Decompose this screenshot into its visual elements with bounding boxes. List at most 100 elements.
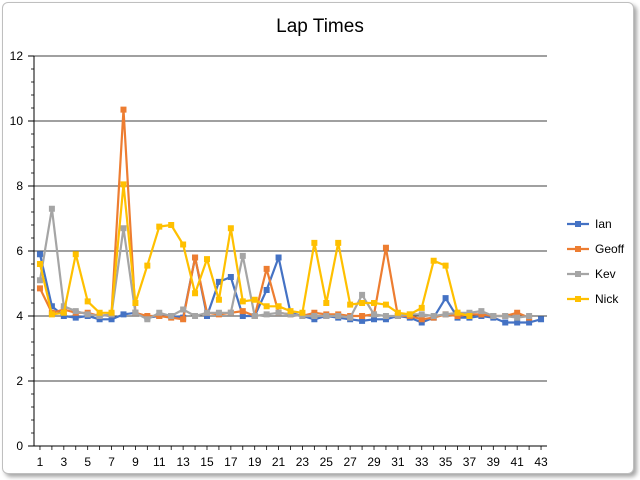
data-point-kev bbox=[203, 309, 210, 316]
x-tick-label: 9 bbox=[132, 455, 139, 469]
data-point-ian bbox=[275, 254, 282, 261]
data-point-ian bbox=[239, 313, 246, 319]
data-point-nick bbox=[120, 181, 127, 188]
data-point-kev bbox=[418, 311, 425, 318]
data-point-nick bbox=[108, 309, 115, 316]
data-point-nick bbox=[275, 303, 282, 310]
data-point-ian bbox=[359, 317, 366, 324]
legend-marker-ian bbox=[575, 221, 581, 227]
x-tick-label: 3 bbox=[60, 455, 67, 469]
data-point-ian bbox=[203, 313, 210, 319]
data-point-kev bbox=[359, 291, 366, 298]
data-point-ian bbox=[526, 319, 533, 326]
data-point-ian bbox=[36, 251, 43, 258]
x-axis-ticks: 1 3 5 7 9 11 13 15 17 19 21 23 25 27 29 31 33 35 37 39 41 43 bbox=[37, 446, 548, 469]
data-point-nick bbox=[60, 309, 67, 316]
x-tick-label: 23 bbox=[296, 455, 310, 469]
data-point-nick bbox=[36, 261, 43, 267]
data-point-ian bbox=[60, 313, 67, 319]
data-point-kev bbox=[215, 309, 222, 316]
x-tick-label: 43 bbox=[534, 455, 548, 469]
data-point-nick bbox=[72, 251, 79, 258]
data-point-ian bbox=[263, 287, 270, 293]
data-point-geoff bbox=[120, 106, 127, 113]
y-tick-label: 0 bbox=[16, 439, 23, 453]
x-tick-label: 31 bbox=[391, 455, 405, 469]
data-point-geoff bbox=[514, 309, 521, 316]
data-point-geoff bbox=[144, 313, 151, 319]
data-point-kev bbox=[478, 308, 485, 315]
x-tick-label: 35 bbox=[439, 455, 453, 469]
series-line-nick bbox=[38, 183, 470, 318]
legend-label-ian: Ian bbox=[595, 217, 612, 231]
data-point-kev bbox=[60, 303, 67, 310]
data-point-kev bbox=[96, 313, 103, 319]
data-point-nick bbox=[180, 241, 187, 248]
data-point-kev bbox=[382, 313, 389, 319]
data-point-nick bbox=[442, 262, 449, 269]
data-point-kev bbox=[132, 309, 139, 316]
data-point-nick bbox=[382, 301, 389, 308]
data-point-nick bbox=[323, 300, 330, 306]
data-point-nick bbox=[299, 309, 306, 316]
x-tick-label: 21 bbox=[272, 455, 286, 469]
y-tick-label: 6 bbox=[16, 244, 23, 258]
data-point-geoff bbox=[382, 244, 389, 251]
legend-label-kev: Kev bbox=[595, 267, 616, 281]
x-tick-label: 41 bbox=[510, 455, 524, 469]
data-point-kev bbox=[323, 313, 330, 319]
chart-frame bbox=[2, 2, 634, 474]
data-point-geoff bbox=[263, 265, 270, 272]
data-point-ian bbox=[96, 316, 103, 323]
data-point-nick bbox=[84, 298, 91, 305]
legend-marker-kev bbox=[575, 271, 581, 277]
data-point-kev bbox=[287, 311, 294, 318]
data-point-ian bbox=[382, 316, 389, 323]
y-tick-label: 12 bbox=[10, 49, 24, 63]
legend-marker-nick bbox=[575, 296, 581, 302]
data-point-nick bbox=[227, 225, 234, 232]
gridlines bbox=[34, 55, 547, 382]
data-point-kev bbox=[120, 225, 127, 232]
data-point-nick bbox=[418, 304, 425, 311]
data-point-nick bbox=[203, 256, 210, 263]
data-point-kev bbox=[347, 314, 354, 321]
plot-area bbox=[36, 106, 545, 326]
data-point-nick bbox=[359, 300, 366, 306]
data-point-geoff bbox=[156, 313, 163, 319]
data-point-nick bbox=[215, 296, 222, 303]
data-point-kev bbox=[168, 313, 175, 319]
y-tick-label: 10 bbox=[10, 114, 24, 128]
data-point-nick bbox=[454, 309, 461, 316]
data-point-geoff bbox=[311, 309, 318, 316]
data-point-nick bbox=[144, 262, 151, 269]
legend-marker-geoff bbox=[575, 246, 581, 252]
data-point-ian bbox=[120, 311, 127, 318]
data-point-kev bbox=[335, 313, 342, 319]
data-point-geoff bbox=[36, 285, 43, 292]
data-point-kev bbox=[239, 252, 246, 259]
y-tick-label: 8 bbox=[16, 179, 23, 193]
data-point-ian bbox=[502, 319, 509, 326]
data-point-kev bbox=[394, 313, 401, 319]
data-point-geoff bbox=[359, 313, 366, 319]
data-point-ian bbox=[72, 314, 79, 321]
chart-title: Lap Times bbox=[276, 16, 364, 37]
data-point-kev bbox=[311, 313, 318, 319]
x-tick-label: 15 bbox=[200, 455, 214, 469]
x-tick-label: 1 bbox=[37, 455, 44, 469]
data-point-ian bbox=[227, 274, 234, 280]
data-point-ian bbox=[215, 278, 222, 285]
data-point-ian bbox=[311, 316, 318, 323]
data-point-ian bbox=[514, 319, 521, 326]
data-point-kev bbox=[48, 205, 55, 212]
legend-label-geoff: Geoff bbox=[595, 242, 625, 256]
x-tick-label: 25 bbox=[320, 455, 334, 469]
data-point-kev bbox=[192, 313, 199, 319]
data-point-kev bbox=[84, 311, 91, 318]
data-point-kev bbox=[514, 314, 521, 321]
data-point-geoff bbox=[239, 308, 246, 315]
data-point-nick bbox=[406, 311, 413, 318]
data-point-nick bbox=[347, 301, 354, 308]
